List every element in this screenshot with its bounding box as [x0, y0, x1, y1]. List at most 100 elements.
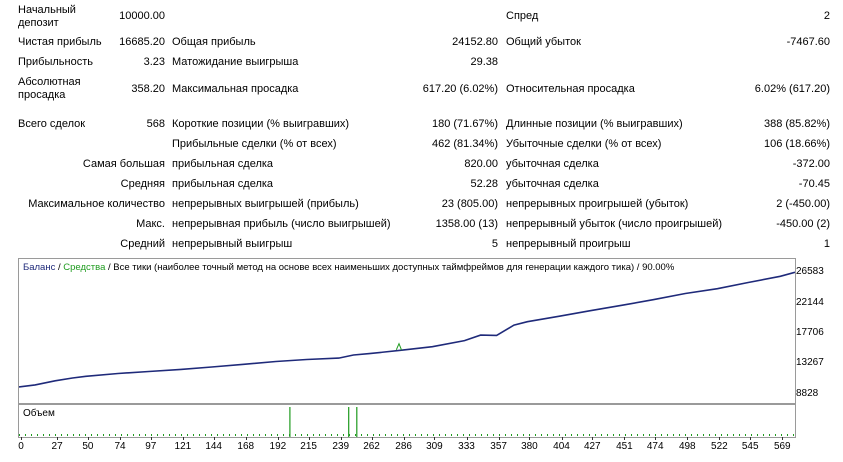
x-tick-label: 239	[332, 441, 350, 452]
max-consec-loss-value: -450.00 (2)	[776, 218, 830, 230]
volume-baseline-tick	[145, 434, 146, 436]
volume-baseline-tick	[415, 434, 416, 436]
avg-consec-wins-label: непрерывный выигрыш	[172, 238, 293, 250]
spread-value: 2	[823, 10, 830, 22]
volume-baseline-tick	[43, 434, 44, 436]
volume-baseline-tick	[97, 434, 98, 436]
max-prefix: Макс.	[136, 218, 165, 230]
volume-baseline-tick	[319, 434, 320, 436]
loss-trades-label: Убыточные сделки (% от всех)	[506, 138, 662, 150]
x-tick-label: 357	[490, 441, 507, 452]
volume-baseline-tick	[139, 434, 140, 436]
x-tick	[182, 437, 184, 440]
x-tick	[624, 437, 626, 440]
volume-baseline-tick	[199, 434, 200, 436]
max-consec-loss-label: непрерывный убыток (число проигрышей)	[506, 218, 723, 230]
x-tick-label: 474	[646, 441, 664, 452]
volume-baseline-tick	[31, 434, 32, 436]
average-loss-value: -70.45	[798, 178, 830, 190]
volume-baseline-tick	[667, 434, 668, 436]
x-tick-label: 498	[678, 441, 696, 452]
volume-baseline-tick	[493, 434, 494, 436]
volume-baseline-tick	[217, 434, 218, 436]
volume-baseline-tick	[613, 434, 614, 436]
y-tick-label: 13267	[796, 357, 824, 369]
x-tick-label: 286	[395, 441, 412, 452]
avg-consec-losses-value: 1	[823, 238, 830, 250]
volume-baseline-tick	[649, 434, 650, 436]
x-tick-label: 168	[237, 441, 255, 452]
volume-bar	[348, 407, 350, 437]
volume-baseline-tick	[637, 434, 638, 436]
volume-baseline-tick	[55, 434, 56, 436]
volume-baseline-tick	[157, 434, 158, 436]
volume-baseline-tick	[535, 434, 536, 436]
volume-baseline-tick	[73, 434, 74, 436]
volume-baseline-tick	[565, 434, 566, 436]
volume-baseline-tick	[739, 434, 740, 436]
volume-baseline-tick	[211, 434, 212, 436]
volume-baseline-tick	[187, 434, 188, 436]
volume-baseline-tick	[547, 434, 548, 436]
volume-baseline-tick	[697, 434, 698, 436]
legend-separator: /	[55, 262, 64, 273]
largest-loss-label: убыточная сделка	[506, 158, 599, 170]
x-tick	[529, 437, 531, 440]
x-tick	[434, 437, 436, 440]
x-tick-label: 121	[174, 441, 192, 452]
x-tick-label: 192	[269, 441, 287, 452]
x-tick-label: 545	[741, 441, 759, 452]
volume-baseline-tick	[205, 434, 206, 436]
volume-baseline-tick	[475, 434, 476, 436]
relative-drawdown-label: Относительная просадка	[506, 83, 635, 95]
x-tick	[719, 437, 721, 440]
volume-baseline-tick	[451, 434, 452, 436]
x-tick	[687, 437, 689, 440]
x-tick-label: 27	[51, 441, 63, 452]
volume-baseline-tick	[523, 434, 524, 436]
relative-drawdown-value: 6.02% (617.20)	[754, 83, 830, 95]
volume-baseline-tick	[463, 434, 464, 436]
x-tick-label: 309	[426, 441, 443, 452]
x-tick-label: 380	[521, 441, 538, 452]
volume-baseline-tick	[103, 434, 104, 436]
short-positions-label: Короткие позиции (% выигравших)	[172, 118, 350, 130]
gross-loss-value: -7467.60	[786, 36, 830, 48]
x-tick	[120, 437, 121, 440]
volume-baseline-tick	[595, 434, 596, 436]
volume-baseline-tick	[49, 434, 50, 436]
volume-baseline-tick	[121, 434, 122, 436]
volume-baseline-tick	[247, 434, 248, 436]
volume-baseline-tick	[709, 434, 710, 436]
volume-baseline-tick	[499, 434, 500, 436]
x-tick	[87, 437, 89, 440]
profit-trades-value: 462 (81.34%)	[431, 138, 498, 150]
volume-baseline-tick	[253, 434, 254, 436]
x-axis: 0 27 50 74 97 121 144 168 192 215 239 262 286 309 333 3…	[0, 437, 843, 459]
volume-baseline-tick	[301, 434, 302, 436]
volume-baseline-tick	[721, 434, 722, 436]
volume-baseline-tick	[313, 434, 314, 436]
total-trades-label: Всего сделок	[18, 118, 86, 130]
volume-baseline-tick	[655, 434, 656, 436]
volume-baseline-tick	[703, 434, 704, 436]
volume-baseline-tick	[553, 434, 554, 436]
long-positions-label: Длинные позиции (% выигравших)	[506, 118, 683, 130]
volume-baseline-tick	[583, 434, 584, 436]
volume-baseline-tick	[151, 434, 152, 436]
x-tick	[57, 437, 59, 440]
volume-baseline-tick	[325, 434, 326, 436]
volume-baseline-tick	[235, 434, 236, 436]
y-tick-label: 22144	[796, 296, 824, 308]
max-consec-losses-value: 2 (-450.00)	[776, 198, 830, 210]
volume-baseline-tick	[391, 434, 392, 436]
x-tick-label: 404	[553, 441, 570, 452]
volume-baseline-tick	[349, 434, 350, 436]
volume-baseline-tick	[409, 434, 410, 436]
max-consec-profit-label: непрерывная прибыль (число выигрышей)	[172, 218, 391, 230]
absolute-drawdown-label: Абсолютная просадка	[18, 76, 81, 101]
volume-baseline-tick	[385, 434, 386, 436]
x-tick	[213, 437, 215, 440]
initial-deposit-value: 10000.00	[119, 10, 165, 22]
average-prefix: Средняя	[120, 178, 165, 190]
